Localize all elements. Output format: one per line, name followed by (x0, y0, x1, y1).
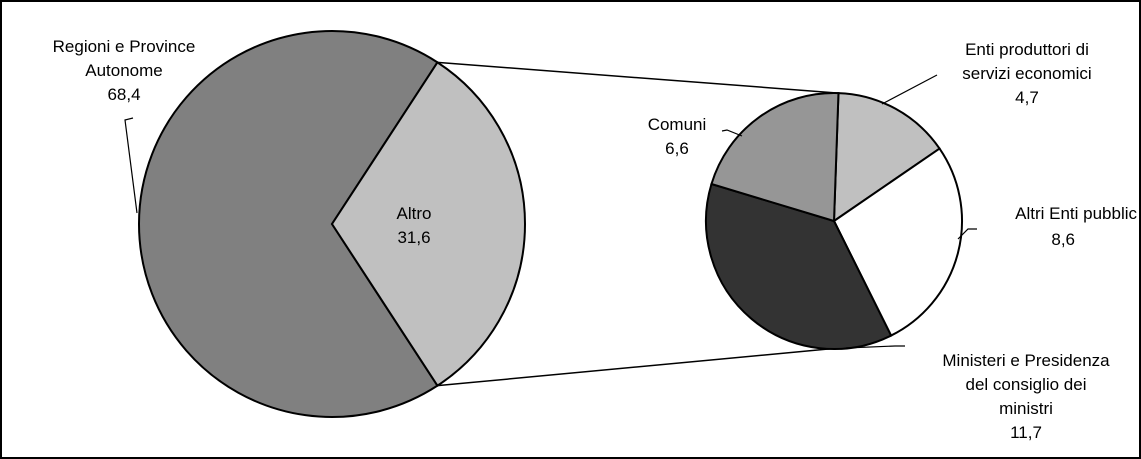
label-enti-produttori-line: Enti produttori di (965, 40, 1089, 59)
label-ministeri-value: 11,7 (1010, 423, 1042, 442)
label-regioni-line: Autonome (85, 61, 163, 80)
label-regioni: Regioni e Province Autonome 68,4 (53, 37, 196, 104)
label-regioni-line: Regioni e Province (53, 37, 196, 56)
label-comuni: Comuni 6,6 (648, 115, 707, 158)
connector-line-top (437, 61, 839, 94)
label-altri-enti-line: Altri Enti pubblic (1015, 204, 1137, 223)
label-ministeri-line: Ministeri e Presidenza (942, 351, 1110, 370)
label-enti-produttori-value: 4,7 (1015, 88, 1039, 107)
connector-line-bottom (437, 348, 830, 387)
label-ministeri-line: del consiglio dei (966, 375, 1087, 394)
leader-line-regioni (124, 117, 138, 214)
detail-slice-comuni (710, 92, 840, 223)
leader-line-ministeri (845, 345, 905, 349)
label-ministeri: Ministeri e Presidenza del consiglio dei m… (942, 351, 1110, 442)
pie-slice-altro (330, 60, 526, 388)
detail-slice-altri-enti (832, 147, 963, 337)
label-regioni-value: 68,4 (107, 85, 140, 104)
label-comuni-value: 6,6 (665, 139, 689, 158)
label-enti-produttori: Enti produttori di servizi economici 4,7 (962, 40, 1091, 107)
label-ministeri-line: ministri (999, 399, 1053, 418)
pie-slice-regioni (138, 30, 439, 418)
label-altri-enti-value: 8,6 (1051, 230, 1075, 249)
detail-slice-enti-produttori (832, 92, 941, 223)
label-altro-line: Altro (397, 204, 432, 223)
label-altro-value: 31,6 (397, 228, 430, 247)
leader-line-enti-produttori (881, 74, 938, 105)
leader-line-altri-enti (957, 228, 977, 240)
leader-line-comuni (721, 129, 743, 137)
label-enti-produttori-line: servizi economici (962, 64, 1091, 83)
label-altri-enti: Altri Enti pubblic 8,6 (1015, 204, 1137, 249)
label-altro: Altro 31,6 (397, 204, 432, 247)
label-comuni-line: Comuni (648, 115, 707, 134)
